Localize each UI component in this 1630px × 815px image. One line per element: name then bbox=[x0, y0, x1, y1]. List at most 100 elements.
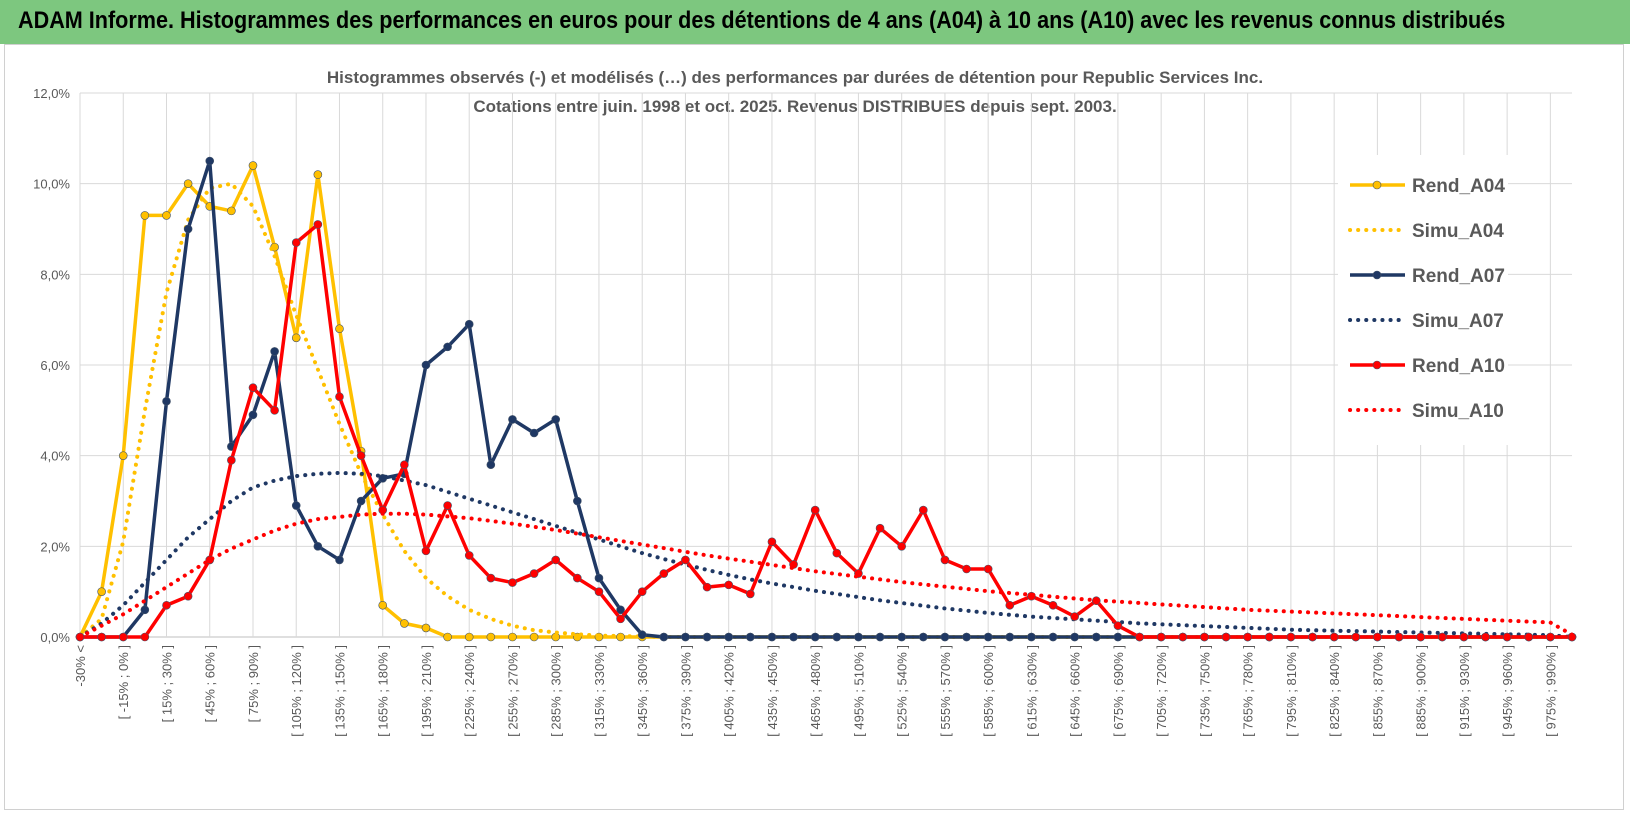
data-point-rend_a07 bbox=[443, 342, 452, 352]
data-point-rend_a10 bbox=[400, 460, 409, 470]
data-point-rend_a10 bbox=[1005, 600, 1015, 610]
data-point-rend_a10 bbox=[767, 537, 777, 547]
data-point-rend_a10 bbox=[594, 587, 604, 596]
data-point-rend_a04 bbox=[118, 451, 128, 460]
x-tick-label: [ 555% ; 570% ] bbox=[938, 645, 953, 737]
data-point-rend_a04 bbox=[183, 179, 193, 188]
data-point-rend_a10 bbox=[1459, 632, 1469, 642]
x-tick-label: [ 195% ; 210% ] bbox=[419, 645, 434, 737]
data-point-rend_a10 bbox=[1308, 632, 1317, 642]
x-tick-label: [ 45% ; 60% ] bbox=[203, 645, 218, 722]
x-tick-label: -30% < bbox=[73, 645, 88, 687]
data-point-rend_a04 bbox=[400, 619, 409, 628]
data-point-rend_a10 bbox=[508, 578, 517, 587]
data-point-rend_a07 bbox=[421, 360, 431, 370]
data-point-rend_a10 bbox=[1135, 632, 1144, 642]
report-header: ADAM Informe. Histogrammes des performan… bbox=[0, 0, 1630, 44]
data-point-rend_a07 bbox=[962, 632, 971, 642]
data-point-rend_a10 bbox=[724, 580, 733, 590]
data-point-rend_a07 bbox=[162, 396, 171, 406]
x-tick-label: [ 315% ; 330% ] bbox=[592, 645, 607, 737]
data-point-rend_a07 bbox=[746, 632, 755, 642]
data-point-rend_a10 bbox=[551, 555, 561, 565]
legend-label-simu_a04: Simu_A04 bbox=[1412, 221, 1504, 242]
data-point-rend_a07 bbox=[573, 496, 582, 506]
data-point-rend_a07 bbox=[1113, 632, 1123, 642]
data-point-rend_a10 bbox=[983, 564, 993, 574]
legend-label-simu_a07: Simu_A07 bbox=[1412, 311, 1504, 332]
x-tick-label: [ 75% ; 90% ] bbox=[246, 645, 261, 722]
x-tick-label: [ 15% ; 30% ] bbox=[159, 645, 174, 722]
x-tick-label: [ 795% ; 810% ] bbox=[1284, 645, 1299, 737]
data-point-rend_a07 bbox=[356, 496, 366, 506]
data-point-rend_a10 bbox=[464, 551, 474, 560]
x-tick-label: [ -15% ; 0% ] bbox=[116, 645, 131, 719]
data-point-rend_a10 bbox=[1394, 632, 1404, 642]
data-point-rend_a10 bbox=[1070, 612, 1079, 621]
data-point-rend_a10 bbox=[637, 587, 647, 596]
data-point-rend_a07 bbox=[486, 460, 496, 470]
x-tick-label: [ 915% ; 930% ] bbox=[1457, 645, 1472, 737]
data-point-rend_a04 bbox=[378, 600, 388, 610]
y-axis: 0,0% 2,0% 4,0% 6,0% 8,0% 10,0% 12,0% bbox=[33, 86, 70, 645]
data-point-rend_a04 bbox=[97, 587, 106, 596]
x-tick-label: [ 285% ; 300% ] bbox=[549, 645, 564, 737]
data-point-rend_a10 bbox=[486, 573, 496, 583]
data-point-rend_a07 bbox=[529, 428, 539, 438]
data-point-rend_a10 bbox=[356, 451, 366, 460]
plot-area bbox=[75, 156, 1577, 642]
data-point-rend_a07 bbox=[919, 632, 928, 642]
data-point-rend_a04 bbox=[248, 161, 258, 170]
data-point-rend_a07 bbox=[832, 632, 842, 642]
data-point-rend_a07 bbox=[702, 632, 712, 642]
x-tick-label: [ 945% ; 960% ] bbox=[1500, 645, 1515, 737]
data-point-rend_a07 bbox=[616, 605, 625, 615]
x-tick-label: [ 225% ; 240% ] bbox=[462, 645, 477, 737]
data-point-rend_a07 bbox=[637, 630, 647, 640]
data-point-rend_a10 bbox=[313, 220, 323, 229]
data-point-rend_a10 bbox=[1351, 632, 1361, 642]
data-point-rend_a10 bbox=[659, 569, 669, 578]
series-line-rend_a10 bbox=[80, 222, 1572, 639]
data-point-rend_a10 bbox=[962, 564, 971, 574]
data-point-rend_a04 bbox=[313, 170, 323, 179]
y-tick-label: 6,0% bbox=[40, 358, 70, 373]
x-tick-label: [ 345% ; 360% ] bbox=[635, 645, 650, 737]
legend-label-rend_a07: Rend_A07 bbox=[1412, 266, 1505, 287]
data-point-rend_a04 bbox=[335, 324, 344, 334]
data-point-rend_a10 bbox=[335, 392, 344, 402]
data-point-rend_a10 bbox=[97, 632, 106, 642]
data-point-rend_a10 bbox=[1200, 632, 1209, 642]
legend: Rend_A04 Simu_A04 Rend_A07 Simu_A07 Rend_A10… bbox=[1338, 155, 1508, 445]
data-point-rend_a10 bbox=[746, 589, 755, 599]
x-tick-label: [ 705% ; 720% ] bbox=[1154, 645, 1169, 737]
data-point-rend_a07 bbox=[810, 632, 820, 642]
report-title: ADAM Informe. Histogrammes des performan… bbox=[18, 7, 1506, 34]
data-point-rend_a10 bbox=[1546, 632, 1555, 642]
x-tick-label: [ 465% ; 480% ] bbox=[808, 645, 823, 737]
data-point-rend_a07 bbox=[1070, 632, 1079, 642]
x-tick-label: [ 525% ; 540% ] bbox=[895, 645, 910, 737]
x-tick-label: [ 135% ; 150% ] bbox=[332, 645, 347, 737]
data-point-rend_a07 bbox=[1091, 632, 1101, 642]
data-point-rend_a07 bbox=[983, 632, 993, 642]
x-tick-label: [ 975% ; 990% ] bbox=[1543, 645, 1558, 737]
y-tick-label: 10,0% bbox=[33, 177, 70, 192]
x-tick-label: [ 405% ; 420% ] bbox=[722, 645, 737, 737]
x-tick-label: [ 825% ; 840% ] bbox=[1327, 645, 1342, 737]
data-point-rend_a07 bbox=[248, 410, 258, 420]
data-point-rend_a10 bbox=[1502, 632, 1512, 642]
data-point-rend_a10 bbox=[573, 573, 582, 583]
data-point-rend_a10 bbox=[702, 582, 712, 592]
x-tick-label: [ 645% ; 660% ] bbox=[1068, 645, 1083, 737]
legend-marker bbox=[1372, 360, 1382, 370]
data-point-rend_a10 bbox=[1329, 632, 1339, 642]
data-point-rend_a10 bbox=[140, 632, 150, 642]
data-point-rend_a04 bbox=[421, 623, 431, 633]
x-tick-label: [ 165% ; 180% ] bbox=[376, 645, 391, 737]
data-point-rend_a07 bbox=[1027, 632, 1036, 642]
y-tick-label: 4,0% bbox=[40, 449, 70, 464]
data-point-rend_a04 bbox=[227, 206, 236, 216]
